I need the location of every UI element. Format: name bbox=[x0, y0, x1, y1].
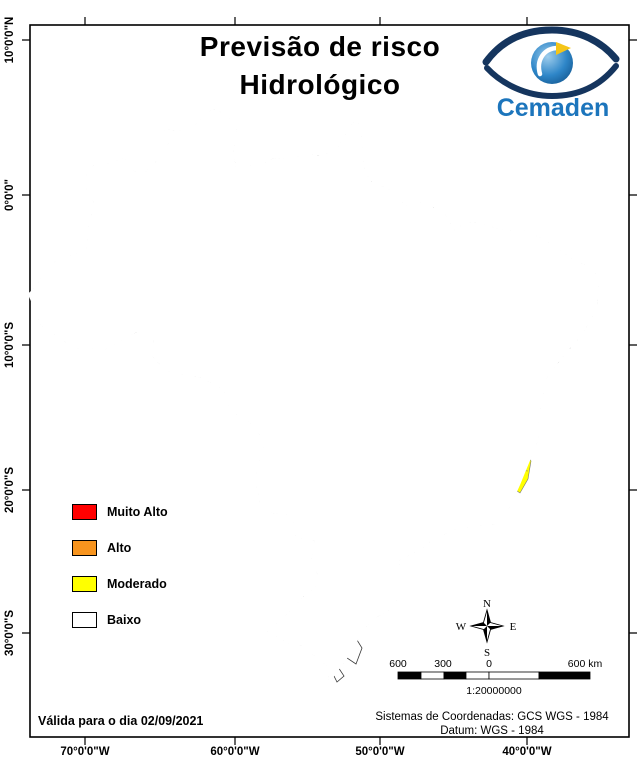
coordinate-system-info: Sistemas de Coordenadas: GCS WGS - 1984 … bbox=[352, 710, 632, 738]
legend-item-baixo: Baixo bbox=[72, 611, 168, 628]
scale-label-0: 0 bbox=[486, 658, 492, 670]
title-line-2: Hidrológico bbox=[239, 69, 401, 100]
scale-label-600-right: 600 km bbox=[568, 658, 603, 670]
title-line-1: Previsão de risco bbox=[199, 31, 441, 62]
cemaden-logo: Cemaden bbox=[482, 26, 620, 122]
scale-label-600-left: 600 bbox=[389, 658, 407, 670]
valid-date-text: Válida para o dia 02/09/2021 bbox=[38, 714, 204, 728]
lat-label-0: 0°0'0" bbox=[4, 179, 16, 211]
graticule-ticks bbox=[22, 17, 637, 745]
lon-label-40w: 40°0'0"W bbox=[502, 746, 552, 758]
legend-item-moderado: Moderado bbox=[72, 575, 168, 592]
compass-label-west: W bbox=[456, 621, 467, 633]
lat-label-30s: 30°0'0"S bbox=[4, 609, 16, 657]
lat-label-10n: 10°0'0"N bbox=[4, 16, 16, 64]
risk-legend: Muito Alto Alto Moderado Baixo bbox=[72, 503, 168, 647]
compass-label-east: E bbox=[510, 621, 517, 633]
scale-ratio: 1:20000000 bbox=[466, 685, 522, 697]
legend-swatch-baixo bbox=[72, 611, 97, 628]
lon-label-50w: 50°0'0"W bbox=[355, 746, 405, 758]
coord-system-line: Sistemas de Coordenadas: GCS WGS - 1984 bbox=[375, 711, 609, 723]
legend-label-moderado: Moderado bbox=[107, 576, 167, 591]
page-title: Previsão de risco Hidrológico bbox=[140, 28, 500, 104]
lat-label-20s: 20°0'0"S bbox=[4, 466, 16, 514]
legend-label-alto: Alto bbox=[107, 540, 132, 555]
legend-swatch-alto bbox=[72, 539, 97, 556]
legend-swatch-moderado bbox=[72, 575, 97, 592]
cemaden-wordmark: Cemaden bbox=[497, 94, 610, 122]
lat-label-10s: 10°0'0"S bbox=[4, 321, 16, 369]
lon-label-70w: 70°0'0"W bbox=[60, 746, 110, 758]
scale-bar: 600 300 0 600 km 1:20000000 bbox=[389, 658, 602, 697]
compass-label-north: N bbox=[483, 598, 491, 610]
lon-label-60w: 60°0'0"W bbox=[210, 746, 260, 758]
cemaden-eye-icon bbox=[482, 26, 620, 100]
map-frame bbox=[29, 24, 630, 738]
legend-label-baixo: Baixo bbox=[107, 612, 142, 627]
scale-label-300: 300 bbox=[434, 658, 452, 670]
compass-label-south: S bbox=[484, 647, 490, 659]
legend-label-muito-alto: Muito Alto bbox=[107, 504, 168, 519]
datum-line: Datum: WGS - 1984 bbox=[440, 725, 544, 737]
legend-item-alto: Alto bbox=[72, 539, 168, 556]
compass-rose: N E S W bbox=[456, 598, 517, 659]
legend-item-muito-alto: Muito Alto bbox=[72, 503, 168, 520]
legend-swatch-muito-alto bbox=[72, 503, 97, 520]
